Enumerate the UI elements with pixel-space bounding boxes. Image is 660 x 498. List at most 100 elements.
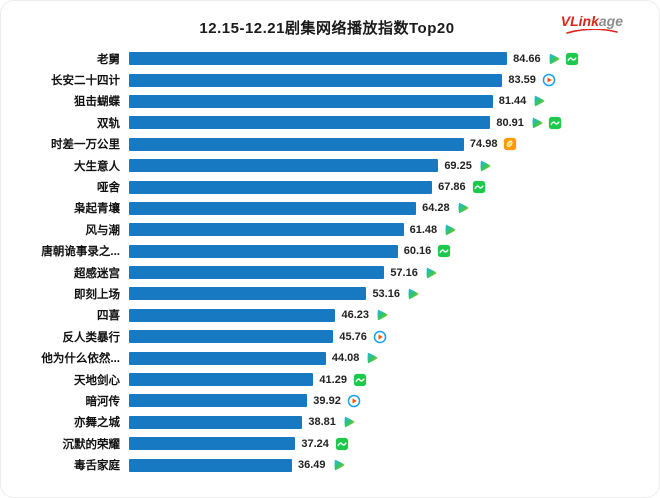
series-label: 沉默的荣耀 [62, 438, 121, 451]
bar-track: 67.86 [129, 180, 531, 194]
tencent-video-icon [547, 52, 561, 66]
iqiyi-icon [353, 373, 367, 387]
platform-icons [335, 437, 349, 451]
bar-value: 61.48 [409, 223, 438, 236]
bar-chart: 老舅 84.66 长安二十四计 83.59 狙击蝴蝶 81.44 双轨 80.91 时差一万公里… [13, 48, 641, 476]
bar-value: 44.08 [331, 352, 360, 365]
bar [129, 330, 334, 344]
tencent-video-icon [443, 223, 457, 237]
series-label: 他为什么依然... [41, 353, 120, 366]
bar-value: 69.25 [444, 159, 472, 172]
tencent-video-icon [375, 308, 389, 322]
platform-icons [503, 137, 517, 151]
bar-value: 36.49 [297, 459, 326, 472]
series-label: 时差一万公里 [51, 139, 120, 152]
bar-row: 双轨 80.91 [13, 112, 641, 133]
bar-row: 时差一万公里 74.98 [13, 134, 641, 155]
bar-track: 69.25 [129, 159, 531, 173]
bar [129, 308, 336, 322]
bar [129, 287, 367, 301]
series-label: 即刻上场 [74, 288, 120, 301]
bar [129, 73, 503, 87]
bar-row: 沉默的荣耀 37.24 [13, 433, 641, 454]
chart-title: 12.15-12.21剧集网络播放指数Top20 [199, 20, 455, 37]
bar [129, 373, 314, 387]
bar-track: 64.28 [129, 201, 531, 215]
iqiyi-icon [335, 437, 349, 451]
bar-value: 84.66 [513, 52, 541, 65]
series-label: 狙击蝴蝶 [74, 96, 120, 109]
bar [129, 437, 296, 451]
platform-icons [375, 308, 389, 322]
bar-track: 37.24 [129, 437, 531, 451]
bar [129, 201, 417, 215]
series-label: 反人类暴行 [62, 331, 121, 344]
bar-track: 74.98 [129, 137, 531, 151]
bar-value: 38.81 [308, 416, 336, 429]
bar [129, 180, 433, 194]
bar-row: 哑舍 67.86 [13, 176, 641, 197]
bar-row: 唐朝诡事录之... 60.16 [13, 241, 641, 262]
iqiyi-icon [565, 52, 579, 66]
platform-icons [443, 223, 457, 237]
bar-track: 44.08 [129, 351, 531, 365]
bar-track: 60.16 [129, 244, 531, 258]
series-label: 哑舍 [97, 182, 120, 195]
bar [129, 137, 464, 151]
series-label: 枭起青壤 [74, 203, 120, 216]
bar-track: 45.76 [129, 330, 531, 344]
bar-value: 81.44 [498, 95, 527, 108]
series-label: 风与潮 [85, 224, 121, 237]
series-label: 亦舞之城 [74, 417, 120, 430]
platform-icons [342, 415, 356, 429]
bar-track: 41.29 [129, 373, 531, 387]
platform-icons [547, 52, 579, 66]
bar-row: 反人类暴行 45.76 [13, 326, 641, 347]
bar-track: 57.16 [129, 266, 531, 280]
bar-row: 长安二十四计 83.59 [13, 69, 641, 90]
youku-icon [542, 73, 556, 87]
bar-row: 超感迷宫 57.16 [13, 262, 641, 283]
bar-row: 暗河传 39.92 [13, 390, 641, 411]
bar-row: 即刻上场 53.16 [13, 283, 641, 304]
bar-value: 46.23 [341, 309, 370, 322]
platform-icons [373, 330, 387, 344]
tencent-video-icon [478, 159, 492, 173]
tencent-video-icon [342, 415, 356, 429]
bar-value: 60.16 [403, 245, 432, 258]
platform-icons [437, 244, 451, 258]
series-label: 暗河传 [85, 395, 121, 408]
platform-icons [478, 159, 492, 173]
bar [129, 351, 326, 365]
logo-swoosh-icon [566, 29, 618, 34]
series-label: 四喜 [97, 310, 120, 323]
bar [129, 415, 303, 429]
platform-icons [532, 94, 546, 108]
vlinkage-logo: VLinkage [561, 14, 623, 34]
bar [129, 223, 404, 237]
bar-track: 36.49 [129, 458, 531, 472]
bar-value: 64.28 [422, 202, 450, 215]
bar [129, 52, 508, 66]
bar-track: 84.66 [129, 52, 578, 66]
bar [129, 116, 491, 130]
bar-track: 39.92 [129, 394, 531, 408]
series-label: 毒舌家庭 [74, 460, 120, 473]
bar [129, 458, 292, 472]
series-label: 天地剑心 [74, 374, 120, 387]
platform-icons [353, 373, 367, 387]
bar-track: 53.16 [129, 287, 531, 301]
bar [129, 159, 439, 173]
youku-icon [347, 394, 361, 408]
bar-value: 67.86 [438, 181, 466, 194]
bar [129, 244, 398, 258]
bar [129, 394, 308, 408]
platform-icons [347, 394, 361, 408]
bar-value: 53.16 [372, 287, 400, 300]
bar-row: 他为什么依然... 44.08 [13, 347, 641, 368]
bar-track: 80.91 [129, 116, 562, 130]
bar-value: 41.29 [319, 373, 347, 386]
bar-track: 61.48 [129, 223, 531, 237]
bar-track: 81.44 [129, 94, 545, 108]
